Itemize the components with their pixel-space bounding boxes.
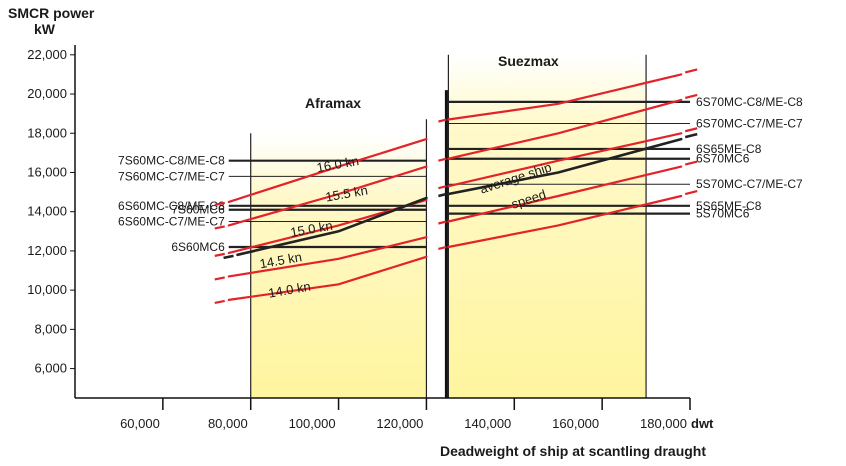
series-dash — [684, 132, 698, 139]
series-line — [447, 165, 683, 223]
speed-label-group: 15.5 kn — [324, 182, 369, 204]
y-axis-title-line2: kW — [34, 21, 56, 37]
speed-label: 16.0 kn — [315, 153, 360, 175]
speed-label-group: 15.0 kn — [289, 218, 334, 240]
series-dash — [438, 157, 447, 162]
series-dash — [684, 127, 698, 133]
series-line — [227, 138, 428, 203]
series-line — [227, 255, 428, 301]
series-dash — [214, 252, 225, 257]
x-tick-label: 160,000 — [552, 416, 599, 431]
engine-label: 6S70MC6 — [696, 152, 750, 166]
series-dash — [438, 192, 447, 198]
speed-label: 14.5 kn — [258, 249, 303, 271]
series-line — [227, 165, 428, 227]
y-tick-label: 22,000 — [27, 47, 67, 62]
x-tick-label: 120,000 — [376, 416, 423, 431]
speed-label-group: 14.5 kn — [258, 249, 303, 271]
y-axis-title-line1: SMCR power — [8, 5, 95, 21]
engine-label: 6S70MC-C8/ME-C8 — [696, 95, 803, 109]
x-tick-label: 140,000 — [464, 416, 511, 431]
series-dash — [438, 185, 447, 190]
series-dash — [214, 225, 225, 230]
series-line — [236, 196, 428, 257]
speed-label-group: 16.0 kn — [315, 153, 360, 175]
x-tick-label: 80,000 — [208, 416, 248, 431]
series-dash — [684, 68, 698, 74]
series-line — [227, 236, 428, 278]
engine-label: 6S60MC-C7/ME-C7 — [118, 215, 225, 229]
segment-label-suezmax: Suezmax — [498, 53, 559, 69]
y-tick-label: 14,000 — [27, 204, 67, 219]
y-tick-label: 10,000 — [27, 282, 67, 297]
x-tick-label: 180,000 — [640, 416, 687, 431]
speed-label: 15.0 kn — [289, 218, 334, 240]
series-dash — [214, 201, 225, 206]
segment-region-suezmax — [448, 54, 647, 399]
engine-label: 7S60MC-C7/ME-C7 — [118, 169, 225, 183]
y-tick-label: 18,000 — [27, 125, 67, 140]
x-axis-title: Deadweight of ship at scantling draught — [440, 443, 706, 459]
engine-label: 6S70MC-C7/ME-C7 — [696, 116, 803, 130]
series-line — [447, 98, 683, 160]
series-line — [447, 194, 683, 249]
y-tick-label: 12,000 — [27, 243, 67, 258]
y-tick-label: 20,000 — [27, 86, 67, 101]
speed-label: 14.0 kn — [267, 279, 312, 301]
engine-label: 5S65ME-C8 — [696, 199, 762, 213]
y-tick-label: 8,000 — [34, 321, 67, 336]
series-dash — [223, 254, 234, 260]
x-tick-label: 100,000 — [289, 416, 336, 431]
engine-label: 7S60MC6 — [171, 203, 225, 217]
series-dash — [684, 93, 698, 99]
engine-label: 7S60MC-C8/ME-C8 — [118, 154, 225, 168]
series-dash — [438, 118, 447, 123]
engine-label: 5S70MC-C7/ME-C7 — [696, 177, 803, 191]
speed-label: 15.5 kn — [324, 182, 369, 204]
series-dash — [684, 189, 698, 196]
y-tick-label: 16,000 — [27, 164, 67, 179]
series-dash — [684, 160, 698, 166]
segment-label-aframax: Aframax — [305, 95, 361, 111]
engine-label: 6S60MC-C8/ME-C8 — [118, 199, 225, 213]
series-dash — [438, 220, 447, 225]
series-line — [447, 73, 683, 121]
speed-label-group: 14.0 kn — [267, 279, 312, 301]
series-line — [447, 137, 683, 196]
series-dash — [214, 299, 225, 305]
series-dash — [214, 276, 225, 281]
series-dash — [438, 245, 447, 251]
engine-label: 5S70MC6 — [696, 207, 750, 221]
x-tick-label: 60,000 — [120, 416, 160, 431]
series-line — [447, 132, 683, 188]
engine-label: 6S65ME-C8 — [696, 142, 762, 156]
y-tick-label: 6,000 — [34, 361, 67, 376]
engine-label: 6S60MC6 — [171, 240, 225, 254]
axes: 6,000 8,000 10,000 12,000 14,000 16,000 18,000… — [27, 45, 714, 431]
speed-curves: 16.0 kn 15.5 kn 15.0 kn 14.5 kn 14.0 kn — [214, 68, 698, 305]
x-unit-label: dwt — [691, 416, 714, 431]
